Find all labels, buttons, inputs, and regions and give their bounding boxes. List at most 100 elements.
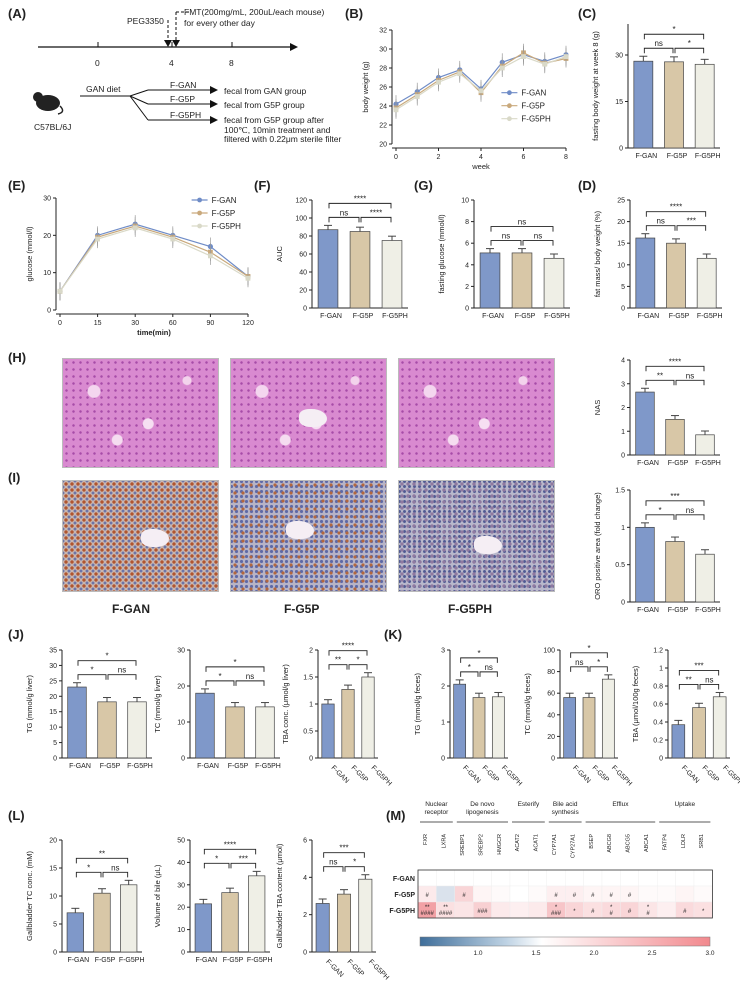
- heatmap-cell: [491, 901, 511, 919]
- C-xtick-label-0: F-GAN: [635, 153, 657, 160]
- I-sig-label: *: [658, 506, 661, 515]
- I-ytick-label: 0.5: [615, 562, 625, 569]
- D-sig-bracket: [645, 225, 676, 231]
- J2-bar-F-G5P: [225, 706, 245, 759]
- J3-sig-bracket: [328, 664, 348, 670]
- J2-ytick-label: 10: [177, 720, 185, 727]
- J1-ytick-label: 10: [49, 725, 57, 732]
- timeline-tick-4: 4: [169, 58, 174, 68]
- L1-sig-bracket: [75, 871, 102, 878]
- K3-y-axis-label: TBA (μmol/100g feces): [631, 665, 640, 742]
- heatmap-category-label-3-b: synthesis: [552, 809, 580, 816]
- K1-sig-label: *: [477, 649, 480, 658]
- J1-sig-label: *: [90, 666, 93, 675]
- G-xtick-label-2: F-G5PH: [544, 313, 570, 320]
- J1-ytick-label: 30: [49, 663, 57, 670]
- panel-label-f: (F): [254, 178, 271, 193]
- heatmap-row-label-1: F-G5P: [394, 892, 415, 899]
- heatmap-cell: [528, 869, 548, 887]
- F-bar-F-G5P: [349, 231, 371, 309]
- J2-xtick-label-2: F-G5PH: [255, 763, 281, 770]
- heatmap-mark: #: [426, 893, 430, 899]
- L1-y-axis-label: Gallbladder TC conc. (mM): [25, 851, 34, 941]
- K3-xtick-label-2: F-G5PH: [721, 764, 740, 787]
- heatmap-mark: **: [443, 905, 448, 911]
- D-ytick-label: 5: [621, 284, 625, 291]
- I-y-axis-label: ORO positive area (fold change): [593, 492, 602, 600]
- heatmap-mark: #: [628, 893, 632, 899]
- K3-sig-label: **: [686, 675, 692, 684]
- arm-desc-2: fecal from G5P group: [224, 100, 305, 110]
- heatmap-row-label-2: F-G5PH: [389, 908, 415, 915]
- G-ytick-label: 0: [465, 306, 469, 313]
- J3-xtick-label-1: F-G5P: [350, 764, 370, 784]
- E-series-line-F-G5P: [59, 225, 249, 292]
- heatmap-scale-label-4: 3.0: [705, 950, 714, 957]
- L1-xtick-label-0: F-GAN: [67, 957, 89, 964]
- H-ytick-label: 3: [621, 381, 625, 388]
- J2-sig-bracket: [205, 680, 235, 686]
- heatmap-cell: [491, 869, 511, 887]
- K2-ytick-label: 80: [547, 669, 555, 676]
- central-vein: [286, 521, 314, 539]
- K2-ytick-label: 40: [547, 712, 555, 719]
- arm-desc-1: fecal from GAN group: [224, 86, 307, 96]
- E-xtick-label: 120: [242, 320, 254, 327]
- B-legend-marker: [507, 116, 512, 122]
- K1-ytick-label: 0: [441, 756, 445, 763]
- L2-sig-bracket: [203, 862, 230, 869]
- heatmap-cell: [693, 885, 713, 903]
- heatmap-mark: #: [610, 893, 614, 899]
- arm-group-1: F-GAN: [170, 80, 197, 90]
- D-ytick-label: 20: [617, 219, 625, 226]
- heatmap-cell: [546, 869, 566, 887]
- C-bar-F-GAN: [633, 60, 654, 149]
- heatmap-border: [417, 869, 713, 919]
- D-sig-label: ***: [687, 217, 696, 226]
- I-sig-bracket: [645, 514, 675, 520]
- heatmap-mark: ###: [477, 909, 488, 915]
- J2-sig-label: ns: [246, 672, 254, 681]
- heatmap-cell: [657, 901, 676, 919]
- heatmap-scale-label-3: 2.5: [647, 950, 656, 957]
- heatmap-gene-label-15: SRB1: [699, 834, 705, 848]
- heatmap-row-label-0: F-GAN: [393, 876, 415, 883]
- L1-sig-label: *: [87, 863, 90, 872]
- L3-xtick-label-1: F-G5P: [346, 958, 366, 978]
- G-bar-F-GAN: [479, 252, 501, 309]
- K3-xtick-label-0: F-GAN: [680, 764, 700, 784]
- I-xtick-label-2: F-G5PH: [695, 607, 721, 614]
- heatmap-cell: [620, 869, 640, 887]
- G-sig-bracket: [522, 240, 554, 246]
- J2-bar-F-G5PH: [255, 706, 275, 759]
- heatmap-gene-label-0: FXR: [423, 834, 429, 845]
- E-point: [132, 225, 138, 231]
- heatmap-gene-label-9: BSEP: [589, 834, 595, 849]
- F-ytick-label: 80: [299, 234, 307, 241]
- J1-bar-F-GAN: [67, 686, 87, 759]
- heatmap-gene-label-11: ABCG5: [626, 834, 632, 853]
- J3-ytick-label: 1.5: [303, 675, 313, 682]
- J2-sig-label: *: [218, 672, 221, 681]
- L3-ytick-label: 0: [303, 950, 307, 957]
- tissue-label-f-g5ph: F-G5PH: [448, 602, 493, 616]
- heatmap-mark: *: [647, 905, 650, 911]
- J1-sig-bracket: [77, 660, 137, 666]
- heatmap-gene-label-5: ACAT2: [515, 834, 521, 851]
- B-ytick-label: 22: [379, 123, 387, 130]
- L3-bar-F-G5PH: [358, 878, 373, 953]
- I-xtick-label-0: F-GAN: [637, 607, 659, 614]
- D-ytick-label: 0: [621, 306, 625, 313]
- B-point: [563, 54, 569, 59]
- K1-y-axis-label: TG (mmol/g feces): [413, 672, 422, 735]
- K2-sig-bracket: [570, 652, 608, 658]
- C-sig-label: *: [672, 25, 675, 34]
- F-xtick-label-2: F-G5PH: [382, 313, 408, 320]
- I-sig-label: ns: [686, 506, 694, 515]
- L1-sig-label: **: [99, 849, 105, 858]
- K2-xtick-label-2: F-G5PH: [610, 764, 633, 787]
- L2-ytick-label: 10: [177, 927, 185, 934]
- K1-ytick-label: 3: [441, 648, 445, 655]
- heatmap-color-scale: [419, 936, 711, 947]
